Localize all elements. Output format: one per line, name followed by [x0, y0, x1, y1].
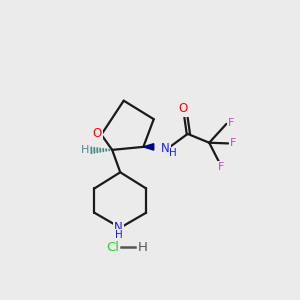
Text: H: H — [81, 145, 89, 155]
Text: Cl: Cl — [106, 241, 119, 254]
Text: O: O — [178, 102, 187, 115]
Text: F: F — [230, 138, 236, 148]
Text: F: F — [228, 118, 234, 128]
Text: H: H — [169, 148, 177, 158]
Text: H: H — [115, 230, 122, 240]
Text: O: O — [92, 127, 102, 140]
Text: N: N — [161, 142, 170, 154]
Polygon shape — [143, 144, 154, 150]
Text: N: N — [114, 221, 123, 234]
Text: H: H — [138, 241, 148, 254]
Text: F: F — [218, 162, 225, 172]
